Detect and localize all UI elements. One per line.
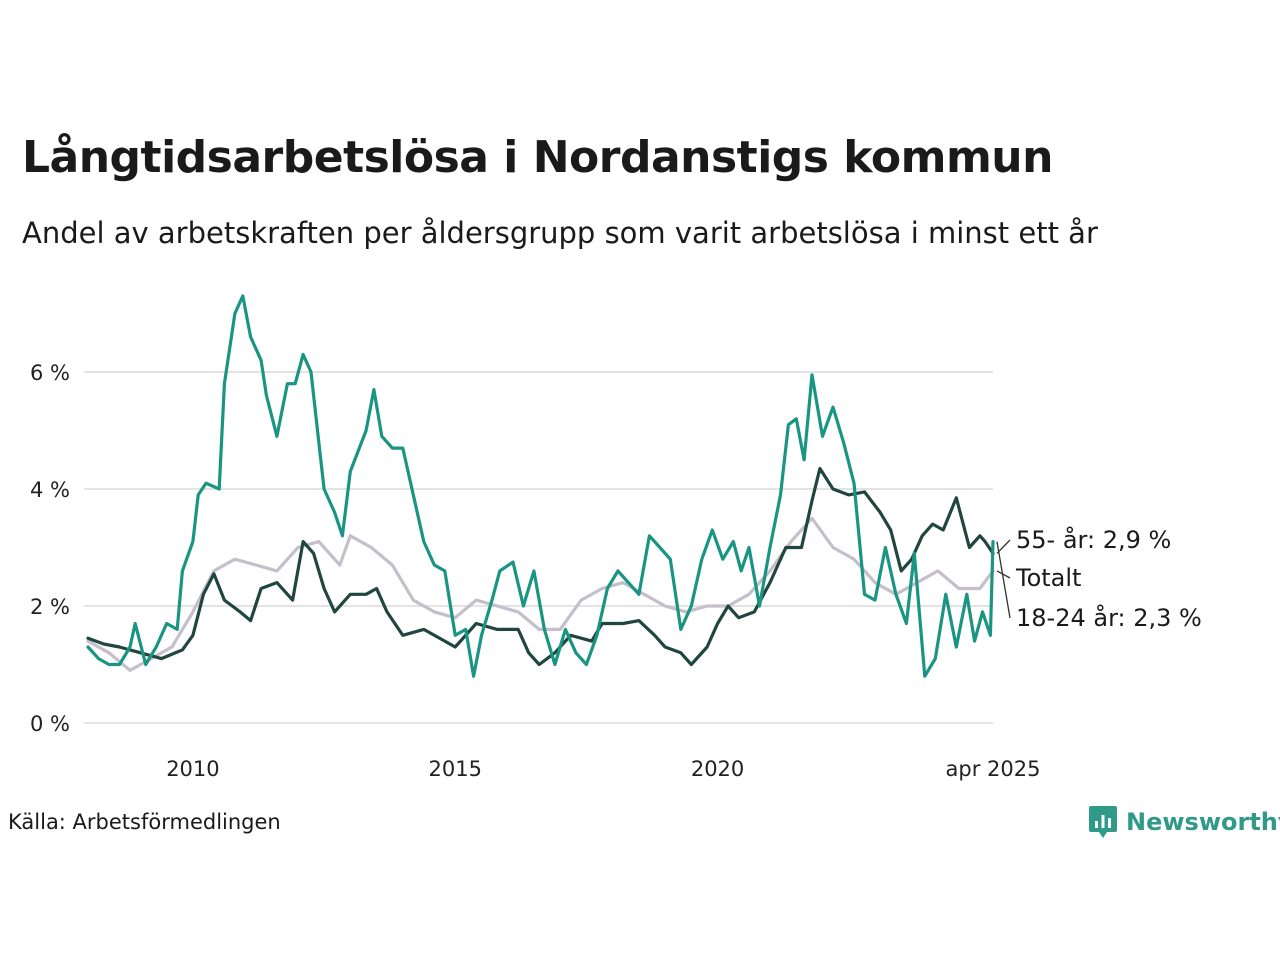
x-tick-label: 2015 xyxy=(429,757,482,781)
series-lines xyxy=(86,294,995,678)
series-end-label: 55- år: 2,9 % xyxy=(1016,525,1171,554)
y-tick-label: 6 % xyxy=(30,361,70,385)
y-axis-labels: 0 % 2 % 4 % 6 % xyxy=(30,361,70,736)
series-line xyxy=(86,466,995,667)
source-note: Källa: Arbetsförmedlingen xyxy=(8,810,281,834)
chart-title: Långtidsarbetslösa i Nordanstigs kommun xyxy=(22,132,1053,183)
series-end-label: 18-24 år: 2,3 % xyxy=(1016,603,1202,632)
brand-name: Newsworthy xyxy=(1126,808,1280,836)
series-end-label: Totalt xyxy=(1015,564,1081,592)
y-tick-label: 2 % xyxy=(30,595,70,619)
chart-subtitle: Andel av arbetskraften per åldersgrupp s… xyxy=(22,216,1098,250)
newsworthy-logo-icon xyxy=(1089,806,1117,838)
grid-lines xyxy=(84,371,993,724)
y-tick-label: 4 % xyxy=(30,478,70,502)
series-end-labels: Totalt 55- år: 2,9 % 18-24 år: 2,3 % xyxy=(996,525,1202,632)
y-tick-label: 0 % xyxy=(30,712,70,736)
x-axis-labels: 2010 2015 2020 apr 2025 xyxy=(166,757,1040,781)
series-line xyxy=(86,516,995,672)
x-tick-label: 2010 xyxy=(166,757,219,781)
x-tick-label: 2020 xyxy=(691,757,744,781)
x-tick-label: apr 2025 xyxy=(946,757,1041,781)
series-line xyxy=(86,294,995,678)
brand-logo[interactable]: Newsworthy xyxy=(1088,804,1280,840)
label-leader-line xyxy=(996,570,1011,579)
label-leader-line xyxy=(996,541,1011,619)
